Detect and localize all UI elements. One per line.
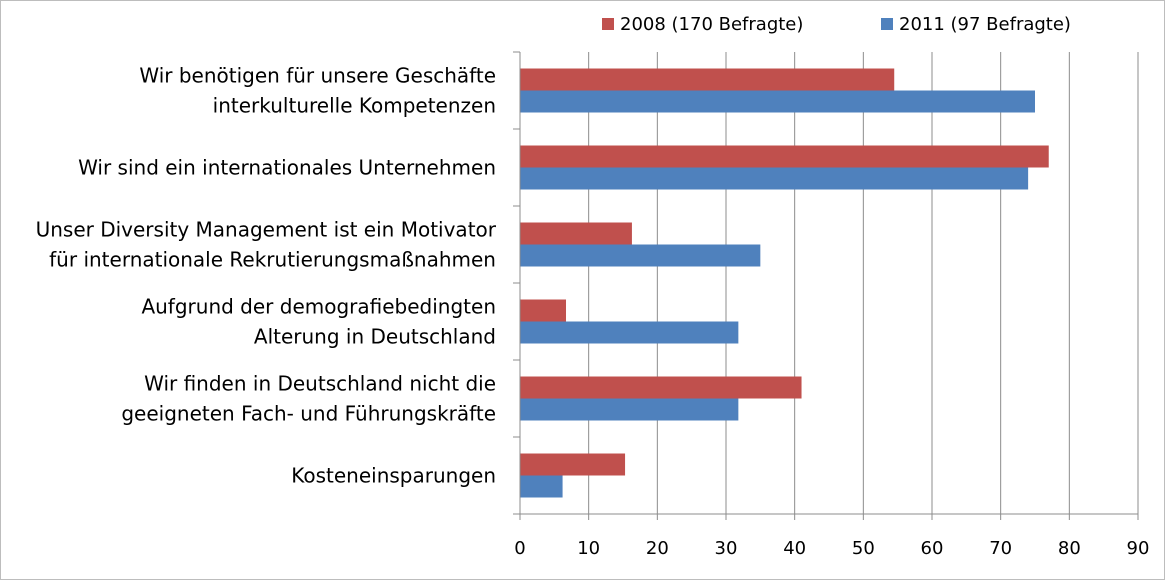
- legend-swatch-2011: [881, 18, 893, 30]
- x-tick-label: 40: [783, 538, 806, 559]
- category-label: Wir sind ein internationales Unternehmen: [78, 156, 496, 180]
- bar-2008-0: [520, 68, 895, 91]
- bar-2011-5: [520, 475, 563, 498]
- category-label: Kosteneinsparungen: [291, 464, 496, 488]
- category-label: Unser Diversity Management ist ein Motiv…: [36, 218, 497, 242]
- category-label: Wir benötigen für unsere Geschäfte: [139, 64, 496, 88]
- category-label: interkulturelle Kompetenzen: [213, 94, 496, 118]
- x-tick-label: 70: [989, 538, 1012, 559]
- category-label: Aufgrund der demografiebedingten: [141, 295, 496, 319]
- bar-2011-3: [520, 321, 739, 344]
- category-label: Wir finden in Deutschland nicht die: [144, 372, 496, 396]
- legend-swatch-2008: [602, 18, 614, 30]
- bar-2008-3: [520, 299, 567, 322]
- bar-2008-4: [520, 376, 802, 399]
- x-tick-label: 80: [1058, 538, 1081, 559]
- legend-label-2011: 2011 (97 Befragte): [899, 14, 1071, 35]
- category-label: geeigneten Fach- und Führungskräfte: [121, 402, 496, 426]
- legend-label-2008: 2008 (170 Befragte): [620, 14, 803, 35]
- category-label: Alterung in Deutschland: [254, 325, 496, 349]
- bar-chart: 0 10 20 30 40 50 60 70 80 90 Wir benötigen für uns…: [36, 14, 1150, 559]
- x-tick-label: 60: [921, 538, 944, 559]
- bar-2011-1: [520, 167, 1029, 190]
- x-tick-label: 10: [577, 538, 600, 559]
- x-tick-label: 0: [514, 538, 525, 559]
- bar-2011-2: [520, 244, 761, 267]
- bar-2008-2: [520, 222, 632, 245]
- bar-2008-1: [520, 145, 1049, 168]
- x-tick-label: 50: [852, 538, 875, 559]
- x-tick-label: 90: [1127, 538, 1150, 559]
- bar-2011-4: [520, 398, 739, 421]
- bar-2011-0: [520, 90, 1035, 113]
- bar-2008-5: [520, 453, 626, 476]
- x-tick-label: 30: [715, 538, 738, 559]
- category-label: für internationale Rekrutierungsmaßnahme…: [49, 248, 496, 272]
- x-tick-label: 20: [646, 538, 669, 559]
